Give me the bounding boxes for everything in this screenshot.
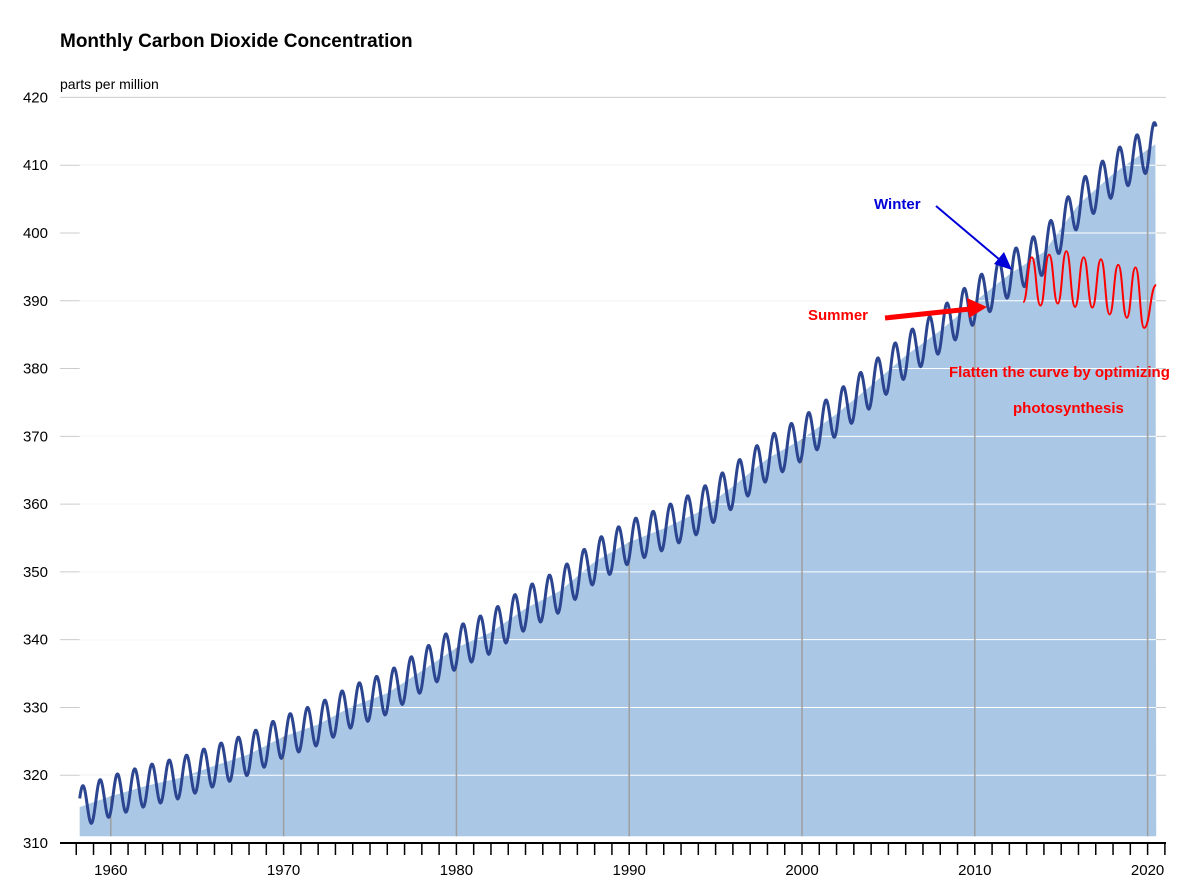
area-layer (79, 144, 1157, 837)
annotation-note-line1: Flatten the curve by optimizing (949, 364, 1170, 381)
annotation-layer (884, 205, 1012, 321)
flattened-series-line (1022, 250, 1158, 329)
x-tick-label: 2020 (1131, 862, 1164, 879)
x-tick-label: 1960 (94, 862, 127, 879)
x-tick-label: 1970 (267, 862, 300, 879)
y-tick-label: 420 (23, 89, 48, 106)
x-axis: 1960 1970 1980 1990 2000 2010 2020 (60, 842, 1166, 879)
y-tick-label: 350 (23, 564, 48, 581)
y-tick-labels: 310 320 330 340 350 360 370 380 390 400 410 420 (23, 89, 48, 852)
y-tick-label: 400 (23, 225, 48, 242)
y-tick-label: 380 (23, 361, 48, 378)
y-tick-label: 320 (23, 767, 48, 784)
y-axis-label: parts per million (60, 76, 159, 92)
x-tick-label: 1990 (613, 862, 646, 879)
y-tick-label: 310 (23, 835, 48, 852)
y-tick-label: 390 (23, 293, 48, 310)
winter-arrow-head (994, 252, 1012, 270)
y-tick-label: 340 (23, 632, 48, 649)
y-tick-label: 370 (23, 428, 48, 445)
annotation-winter: Winter (874, 196, 921, 213)
chart-title: Monthly Carbon Dioxide Concentration (60, 31, 413, 52)
x-tick-label: 1980 (440, 862, 473, 879)
y-tick-label: 410 (23, 157, 48, 174)
x-tick-label: 2000 (785, 862, 818, 879)
x-gridlines (110, 149, 1149, 837)
trend-area (79, 144, 1157, 837)
summer-arrow-head (967, 298, 987, 318)
annotation-note-line2: photosynthesis (1013, 400, 1124, 417)
summer-arrow-shaft (884, 306, 971, 321)
x-tick-label: 2010 (958, 862, 991, 879)
y-tick-label: 360 (23, 496, 48, 513)
y-tick-label: 330 (23, 699, 48, 716)
annotation-summer: Summer (808, 307, 868, 324)
winter-arrow-shaft (935, 205, 1001, 261)
